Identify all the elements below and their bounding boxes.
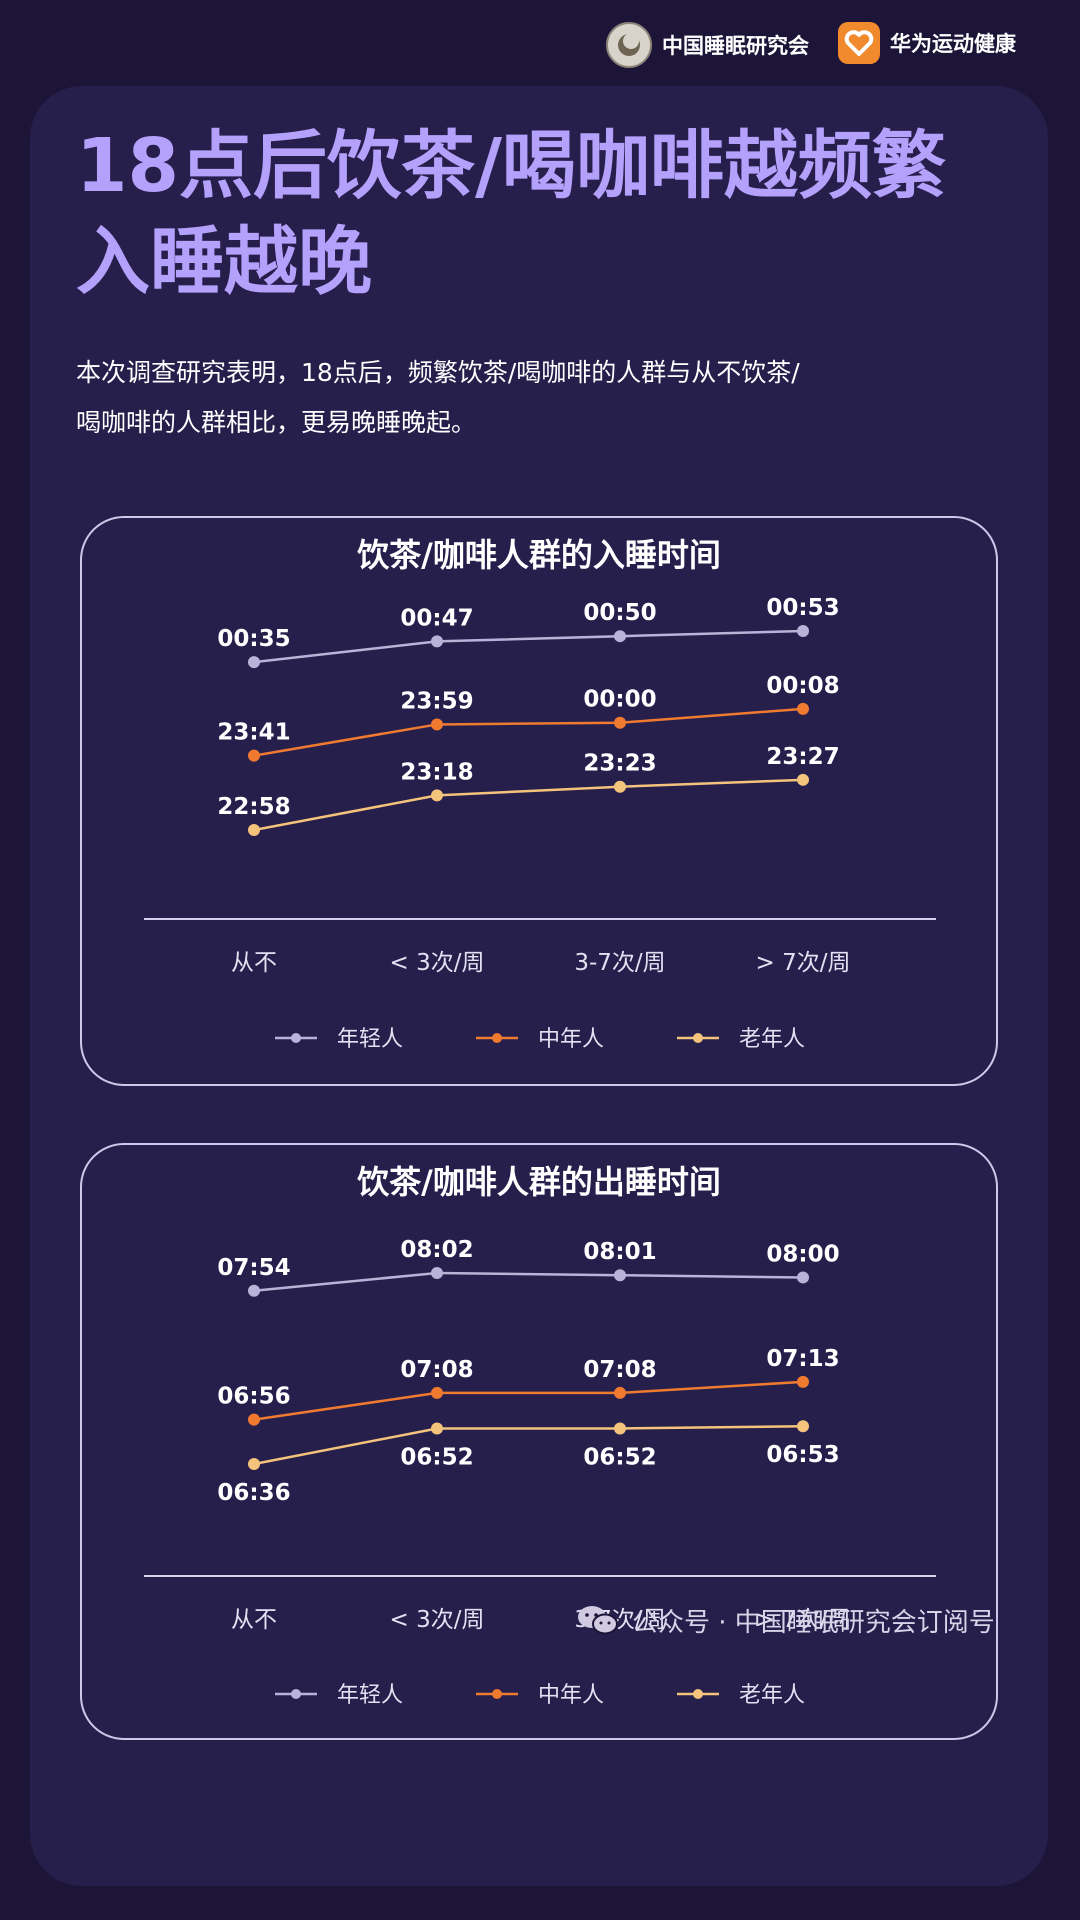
- org-name: 中国睡眠研究会: [662, 34, 809, 58]
- data-label: 00:50: [583, 600, 656, 626]
- bedtime-chart-panel: [80, 516, 998, 1086]
- description-line: 本次调查研究表明，18点后，频繁饮茶/喝咖啡的人群与从不饮茶/: [76, 358, 800, 387]
- data-label: 06:53: [766, 1442, 839, 1468]
- data-point: [614, 1269, 626, 1282]
- app-brand: 华为运动健康: [838, 22, 1016, 64]
- data-point: [431, 1386, 443, 1399]
- description: 本次调查研究表明，18点后，频繁饮茶/喝咖啡的人群与从不饮茶/ 喝咖啡的人群相比…: [76, 348, 996, 448]
- data-label: 07:08: [400, 1357, 473, 1383]
- legend-marker: [693, 1689, 703, 1699]
- data-point: [431, 635, 443, 648]
- title-line: 入睡越晚: [76, 219, 372, 305]
- data-point: [431, 1422, 443, 1435]
- data-point: [431, 789, 443, 802]
- data-label: 00:00: [583, 687, 656, 713]
- x-tick-label: < 3次/周: [390, 950, 485, 976]
- series-line: [253, 1424, 804, 1466]
- data-label: 22:58: [217, 794, 290, 820]
- legend-label: 老年人: [739, 1027, 805, 1052]
- legend-label: 中年人: [538, 1027, 604, 1052]
- legend-label: 老年人: [739, 1683, 805, 1708]
- bedtime-chart: 饮茶/咖啡人群的入睡时间 00:35 00:47 00:50 00:53 23:41 23:…: [144, 536, 936, 1052]
- title-line: 18点后饮茶/喝咖啡越频繁: [76, 123, 947, 209]
- x-tick-label: < 3次/周: [390, 1607, 485, 1633]
- data-point: [797, 702, 809, 715]
- series-line: [253, 707, 804, 757]
- data-label: 08:02: [400, 1237, 473, 1263]
- legend-marker: [291, 1689, 301, 1699]
- data-point: [431, 718, 443, 731]
- data-label: 23:18: [400, 759, 473, 785]
- data-point: [797, 625, 809, 637]
- data-point: [797, 1420, 809, 1433]
- chart-title: 饮茶/咖啡人群的入睡时间: [357, 536, 721, 574]
- data-label: 07:08: [583, 1357, 656, 1383]
- huawei-health-logo-icon: [838, 22, 880, 64]
- data-label: 23:23: [583, 751, 656, 777]
- data-label: 06:52: [583, 1444, 656, 1470]
- top-bar: 中国睡眠研究会 华为运动健康: [0, 0, 1080, 90]
- legend-marker: [492, 1689, 502, 1699]
- data-label: 23:27: [766, 744, 839, 770]
- x-tick-label: > 7次/周: [756, 950, 851, 976]
- data-point: [248, 824, 260, 836]
- data-point: [248, 1413, 260, 1426]
- series-line: [253, 778, 804, 832]
- legend-marker: [693, 1033, 703, 1043]
- data-point: [431, 1267, 443, 1279]
- legend-label: 中年人: [538, 1683, 604, 1708]
- footer-text: 公众号 · 中国睡眠研究会订阅号: [632, 1607, 995, 1638]
- data-point: [614, 716, 626, 729]
- footer: 公众号 · 中国睡眠研究会订阅号: [576, 1600, 995, 1640]
- data-label: 00:35: [217, 626, 290, 652]
- data-label: 23:41: [217, 720, 290, 746]
- x-tick-label: 3-7次/周: [574, 950, 665, 976]
- data-point: [614, 1422, 626, 1435]
- legend-label: 年轻人: [337, 1683, 403, 1708]
- data-label: 00:47: [400, 605, 473, 631]
- data-label: 08:01: [583, 1239, 656, 1265]
- data-point: [614, 630, 626, 643]
- sleep-research-logo-icon: [606, 22, 652, 68]
- data-label: 23:59: [400, 688, 473, 714]
- chart-title: 饮茶/咖啡人群的出睡时间: [357, 1163, 721, 1201]
- wechat-icon: [576, 1604, 620, 1636]
- series-line: [253, 629, 804, 664]
- legend-marker: [492, 1033, 502, 1043]
- legend-label: 年轻人: [337, 1027, 403, 1052]
- waketime-chart: 饮茶/咖啡人群的出睡时间 07:54 08:02 08:01 08:00 06:56 07:…: [144, 1163, 936, 1708]
- data-label: 06:36: [217, 1480, 290, 1506]
- data-point: [248, 1458, 260, 1470]
- data-point: [614, 1386, 626, 1399]
- data-point: [248, 749, 260, 762]
- legend-marker: [291, 1033, 301, 1043]
- data-label: 07:13: [766, 1346, 839, 1372]
- data-label: 08:00: [766, 1241, 839, 1267]
- data-label: 06:56: [217, 1384, 290, 1410]
- data-point: [797, 1375, 809, 1388]
- x-tick-label: 从不: [231, 1607, 277, 1633]
- org-brand: 中国睡眠研究会: [606, 22, 809, 68]
- page-title: 18点后饮茶/喝咖啡越频繁 入睡越晚: [76, 118, 1036, 310]
- app-name: 华为运动健康: [890, 32, 1016, 56]
- data-label: 06:52: [400, 1444, 473, 1470]
- data-point: [248, 656, 260, 669]
- content-card: [30, 86, 1048, 1886]
- data-point: [248, 1284, 260, 1297]
- series-line: [253, 1271, 804, 1293]
- data-point: [797, 773, 809, 786]
- description-line: 喝咖啡的人群相比，更易晚睡晚起。: [76, 408, 477, 437]
- x-tick-label: 从不: [231, 950, 277, 976]
- x-tick-label: > 7次/周: [756, 1607, 851, 1633]
- data-label: 07:54: [217, 1255, 290, 1281]
- data-label: 00:53: [766, 595, 839, 621]
- data-point: [797, 1271, 809, 1284]
- data-label: 00:08: [766, 673, 839, 699]
- series-line: [253, 1380, 804, 1421]
- waketime-chart-panel: [80, 1143, 998, 1740]
- data-point: [614, 780, 626, 793]
